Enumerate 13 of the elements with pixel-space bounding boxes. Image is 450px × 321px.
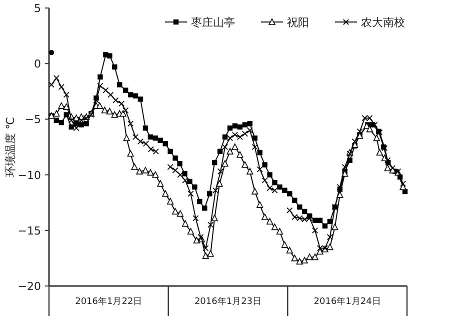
y-tick-label: 5 — [34, 2, 41, 15]
y-tick-label: −5 — [24, 113, 41, 126]
legend-label: 枣庄山亭 — [191, 16, 235, 29]
legend-label: 农大南校 — [361, 16, 405, 29]
x-tick-label: 2016年1月22日 — [75, 296, 142, 307]
legend-label: 祝阳 — [287, 16, 309, 29]
y-tick-label: 0 — [34, 58, 41, 71]
y-axis-title: 环境温度 ℃ — [4, 117, 17, 177]
y-tick-label: −20 — [18, 280, 41, 293]
x-tick-label: 2016年1月23日 — [194, 296, 262, 307]
x-tick-label: 2016年1月24日 — [314, 296, 381, 307]
y-tick-label: −10 — [18, 168, 41, 182]
y-tick-label: −15 — [18, 224, 41, 238]
